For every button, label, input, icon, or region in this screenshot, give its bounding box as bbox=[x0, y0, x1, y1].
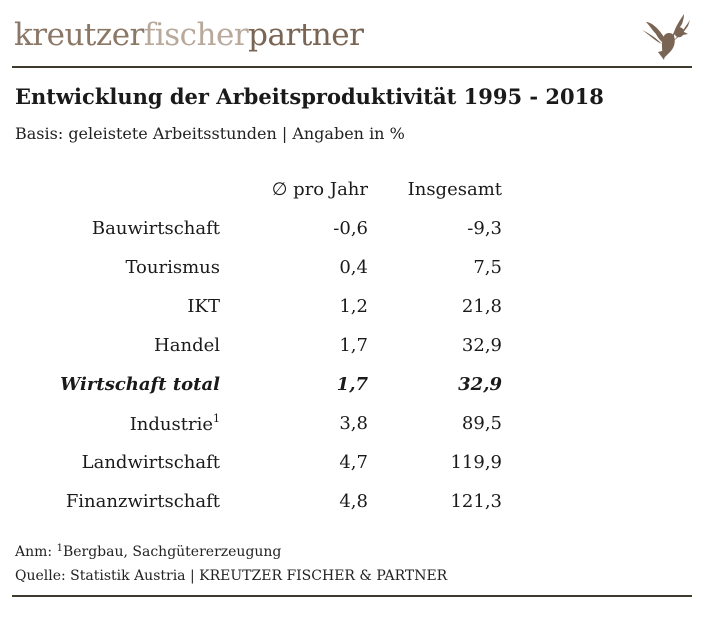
row-label: Finanzwirtschaft bbox=[65, 491, 220, 512]
header-label bbox=[30, 170, 220, 209]
row-total: 21,8 bbox=[461, 296, 502, 317]
header-per-year: ∅ pro Jahr bbox=[271, 179, 368, 200]
row-per-year: 4,8 bbox=[339, 491, 368, 512]
row-per-year: 3,8 bbox=[339, 413, 368, 434]
productivity-table: ∅ pro Jahr Insgesamt Bauwirtschaft -0,6 … bbox=[30, 170, 502, 521]
row-label: Tourismus bbox=[125, 257, 220, 278]
row-label: IKT bbox=[187, 296, 220, 317]
footnote-marker: 1 bbox=[213, 412, 220, 425]
logo-part-fischer: fischer bbox=[143, 17, 249, 53]
logo-part-kreutzer: kreutzer bbox=[14, 17, 144, 53]
row-total: -9,3 bbox=[467, 218, 502, 239]
footnote: Anm: 1Bergbau, Sachgütererzeugung bbox=[15, 543, 282, 560]
row-label: Handel bbox=[154, 335, 220, 356]
row-total: 32,9 bbox=[458, 374, 502, 395]
row-per-year: 0,4 bbox=[339, 257, 368, 278]
table-row: IKT 1,2 21,8 bbox=[30, 287, 502, 326]
footnote-marker: 1 bbox=[56, 543, 63, 554]
row-label: Industrie1 bbox=[129, 412, 220, 435]
row-label: Landwirtschaft bbox=[81, 452, 220, 473]
page-title: Entwicklung der Arbeitsproduktivität 199… bbox=[15, 84, 604, 109]
table-row-total: Wirtschaft total 1,7 32,9 bbox=[30, 365, 502, 404]
table-row: Finanzwirtschaft 4,8 121,3 bbox=[30, 482, 502, 521]
row-total: 7,5 bbox=[473, 257, 502, 278]
table-row: Landwirtschaft 4,7 119,9 bbox=[30, 443, 502, 482]
table-row: Tourismus 0,4 7,5 bbox=[30, 248, 502, 287]
eagle-icon bbox=[642, 14, 690, 60]
row-total: 89,5 bbox=[461, 413, 502, 434]
top-divider bbox=[12, 66, 692, 68]
table-row: Bauwirtschaft -0,6 -9,3 bbox=[30, 209, 502, 248]
bottom-divider bbox=[12, 595, 692, 597]
logo-part-partner: partner bbox=[248, 17, 364, 53]
row-per-year: 4,7 bbox=[339, 452, 368, 473]
row-label: Bauwirtschaft bbox=[91, 218, 220, 239]
row-per-year: 1,7 bbox=[339, 335, 368, 356]
row-per-year: 1,7 bbox=[336, 374, 368, 395]
brand-logo: kreutzerfischerpartner bbox=[14, 17, 364, 53]
table-header-row: ∅ pro Jahr Insgesamt bbox=[30, 170, 502, 209]
row-total: 121,3 bbox=[450, 491, 502, 512]
header-total: Insgesamt bbox=[407, 179, 502, 200]
row-per-year: -0,6 bbox=[333, 218, 368, 239]
table-row: Handel 1,7 32,9 bbox=[30, 326, 502, 365]
row-total: 119,9 bbox=[450, 452, 502, 473]
row-per-year: 1,2 bbox=[339, 296, 368, 317]
row-label: Wirtschaft total bbox=[60, 374, 220, 395]
page-subtitle: Basis: geleistete Arbeitsstunden | Angab… bbox=[15, 124, 405, 143]
source-note: Quelle: Statistik Austria | KREUTZER FIS… bbox=[15, 568, 448, 584]
table-row: Industrie1 3,8 89,5 bbox=[30, 404, 502, 443]
row-total: 32,9 bbox=[461, 335, 502, 356]
